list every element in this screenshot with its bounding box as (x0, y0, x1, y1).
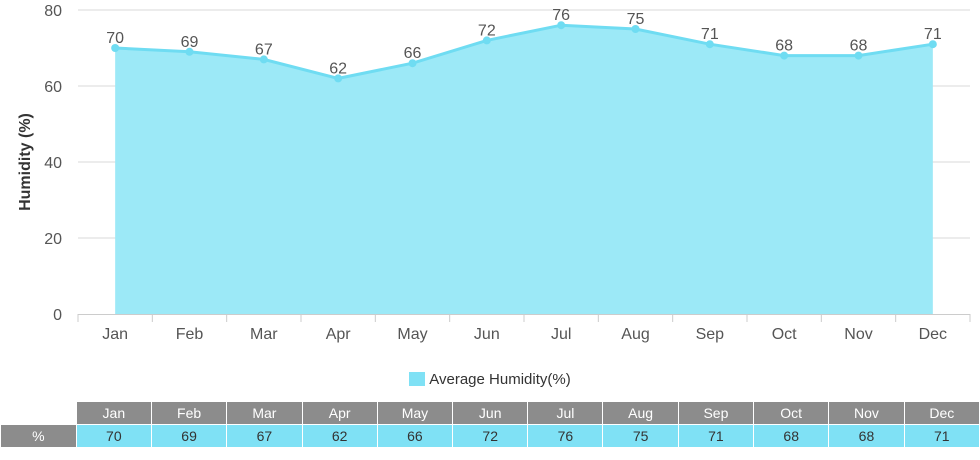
y-axis-ticks: 0 20 40 60 80 (44, 3, 62, 324)
data-point-jan[interactable] (111, 44, 120, 52)
table-value-oct: 68 (753, 424, 830, 448)
data-point-mar[interactable] (259, 55, 268, 64)
data-point-may[interactable] (408, 59, 417, 68)
table-header-oct: Oct (753, 401, 830, 425)
table-header-mar: Mar (226, 401, 303, 425)
data-label-jan: 70 (106, 30, 124, 47)
data-label-apr: 62 (329, 60, 347, 77)
y-axis-label: Humidity (%) (17, 113, 34, 211)
data-point-aug[interactable] (631, 25, 640, 33)
data-label-feb: 69 (181, 34, 199, 51)
x-tick-label-aug: Aug (621, 326, 649, 343)
x-tick-label-sep: Sep (696, 326, 725, 343)
table-value-sep: 71 (677, 424, 755, 448)
table-value-dec: 71 (903, 424, 980, 448)
data-label-nov: 68 (850, 38, 868, 55)
area-fill (115, 25, 933, 314)
table-header-jul: Jul (527, 401, 604, 425)
legend-label: Average Humidity(%) (429, 370, 571, 388)
data-point-dec[interactable] (928, 40, 937, 49)
data-table: Jan Feb Mar Apr May Jun Jul Aug Sep Oct Nov Dec % 7… (0, 401, 980, 448)
data-point-jul[interactable] (557, 21, 566, 30)
y-tick-label: 0 (53, 307, 62, 324)
table-value-aug: 75 (602, 424, 679, 448)
data-label-dec: 71 (924, 26, 942, 43)
table-header-row: Jan Feb Mar Apr May Jun Jul Aug Sep Oct Nov Dec (0, 401, 980, 425)
table-value-feb: 69 (150, 424, 228, 448)
y-tick-label: 80 (44, 3, 62, 20)
x-tick-label-mar: Mar (250, 326, 278, 343)
data-label-oct: 68 (775, 38, 793, 55)
table-header-dec: Dec (903, 401, 980, 425)
legend-item[interactable]: Average Humidity(%) (409, 370, 571, 388)
data-label-jul: 76 (552, 7, 570, 24)
x-tick-label-feb: Feb (176, 326, 204, 343)
table-header-jun: Jun (452, 401, 529, 425)
data-point-jun[interactable] (482, 36, 491, 45)
y-tick-label: 20 (44, 231, 62, 248)
data-point-oct[interactable] (780, 51, 789, 60)
data-label-sep: 71 (701, 26, 719, 43)
table-value-jun: 72 (452, 424, 529, 448)
x-axis (77, 314, 971, 322)
table-value-nov: 68 (828, 424, 905, 448)
data-labels: 70 69 67 62 66 72 76 75 71 68 68 71 (106, 7, 942, 77)
y-tick-label: 60 (44, 79, 62, 96)
y-tick-label: 40 (44, 155, 62, 172)
data-point-nov[interactable] (854, 51, 863, 60)
data-label-may: 66 (404, 45, 422, 62)
table-value-mar: 67 (226, 424, 303, 448)
table-value-jan: 70 (75, 424, 152, 448)
legend-swatch (409, 372, 426, 386)
table-header-jan: Jan (75, 401, 152, 425)
x-axis-ticks: Jan Feb Mar Apr May Jun Jul Aug Sep Oct Nov Dec (102, 326, 947, 343)
humidity-chart: 70 69 67 62 66 72 76 75 71 68 68 71 0 20 40 60 80 Jan Fe… (17, 3, 971, 343)
x-tick-label-nov: Nov (844, 326, 872, 343)
table-value-apr: 62 (301, 424, 378, 448)
x-tick-label-may: May (397, 326, 427, 343)
x-tick-label-jun: Jun (474, 326, 500, 343)
table-header-feb: Feb (150, 401, 228, 425)
table-header-may: May (376, 401, 454, 425)
x-tick-label-jan: Jan (102, 326, 128, 343)
data-label-mar: 67 (255, 41, 273, 58)
data-points (111, 21, 937, 83)
data-point-apr[interactable] (334, 74, 343, 83)
table-value-may: 66 (376, 424, 454, 448)
data-label-aug: 75 (627, 11, 645, 28)
table-row-label: % (0, 424, 77, 448)
table-header-aug: Aug (602, 401, 679, 425)
table-header-sep: Sep (677, 401, 755, 425)
table-value-row: % 70 69 67 62 66 72 76 75 71 68 68 71 (0, 424, 980, 448)
data-point-feb[interactable] (185, 47, 194, 56)
series-line (115, 23, 934, 80)
x-tick-label-apr: Apr (326, 326, 352, 343)
x-tick-label-jul: Jul (551, 326, 571, 343)
x-tick-label-dec: Dec (919, 326, 947, 343)
data-point-sep[interactable] (705, 40, 714, 49)
table-value-jul: 76 (527, 424, 604, 448)
data-label-jun: 72 (478, 22, 496, 39)
table-header-apr: Apr (301, 401, 378, 425)
table-corner (0, 401, 77, 425)
table-header-nov: Nov (828, 401, 905, 425)
x-tick-label-oct: Oct (772, 326, 797, 343)
legend: Average Humidity(%) (0, 368, 980, 390)
